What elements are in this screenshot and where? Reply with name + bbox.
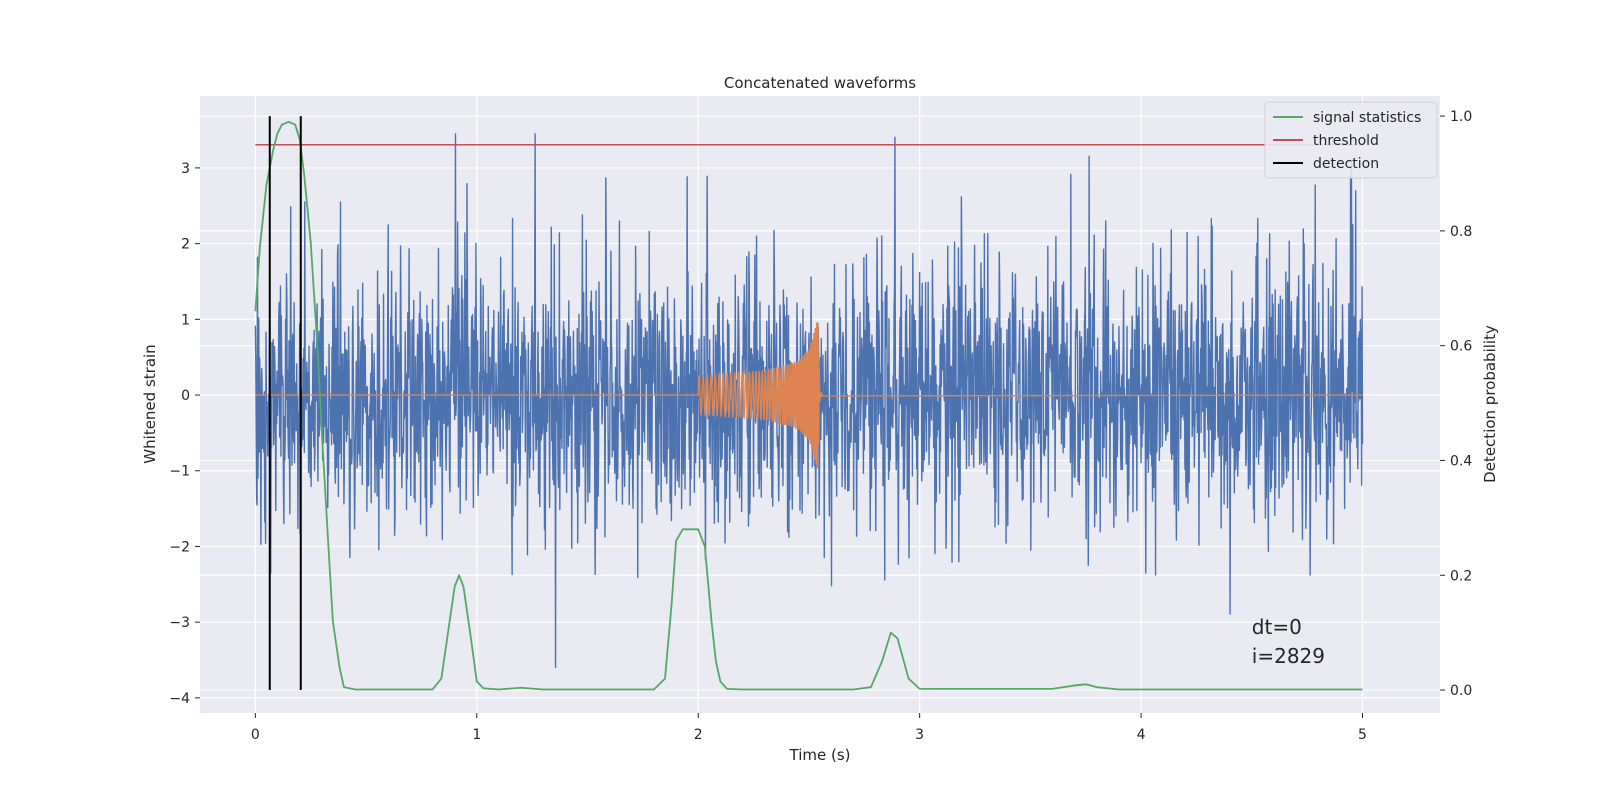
y-tick-label: −1 bbox=[169, 464, 190, 480]
x-tick-label: 4 bbox=[1137, 727, 1146, 743]
y2-tick-label: 0.2 bbox=[1450, 568, 1472, 584]
ticks: 0 1 2 3 4 5 −4 −3 −2 −1 0 1 2 3 0.0 0.2 0.4 0.6 0.8 1.0 bbox=[169, 109, 1472, 743]
y2-tick-label: 0.6 bbox=[1450, 339, 1472, 355]
x-tick-label: 5 bbox=[1358, 727, 1367, 743]
y2-tick-label: 0.0 bbox=[1450, 683, 1472, 699]
x-tick-label: 3 bbox=[915, 727, 924, 743]
annotation-i: i=2829 bbox=[1252, 644, 1325, 668]
legend-label: threshold bbox=[1313, 133, 1379, 149]
annotation-dt: dt=0 bbox=[1252, 615, 1302, 639]
chart-title: Concatenated waveforms bbox=[724, 74, 916, 92]
plot-area bbox=[254, 116, 1364, 691]
y-axis-label: Whitened strain bbox=[141, 344, 159, 463]
y2-tick-label: 0.4 bbox=[1450, 453, 1472, 469]
x-tick-label: 0 bbox=[251, 727, 260, 743]
x-tick-label: 1 bbox=[472, 727, 481, 743]
y-tick-label: −4 bbox=[169, 691, 190, 707]
signal-statistics-line bbox=[254, 120, 1363, 691]
y-tick-label: 3 bbox=[181, 161, 190, 177]
y-tick-label: 1 bbox=[181, 312, 190, 328]
x-axis-label: Time (s) bbox=[789, 746, 851, 764]
legend-label: detection bbox=[1313, 156, 1379, 172]
chirp-series-line bbox=[255, 322, 1363, 469]
y-tick-label: −3 bbox=[169, 615, 190, 631]
legend: signal statistics threshold detection bbox=[1264, 101, 1438, 179]
y-tick-label: 0 bbox=[181, 388, 190, 404]
y-tick-label: 2 bbox=[181, 237, 190, 253]
legend-label: signal statistics bbox=[1313, 110, 1421, 126]
y2-tick-label: 0.8 bbox=[1450, 224, 1472, 240]
legend-box bbox=[1264, 101, 1438, 179]
y2-tick-label: 1.0 bbox=[1450, 109, 1472, 125]
x-tick-label: 2 bbox=[694, 727, 703, 743]
y2-axis-label: Detection probability bbox=[1481, 325, 1499, 483]
noise-series-line bbox=[254, 133, 1364, 669]
y-tick-label: −2 bbox=[169, 539, 190, 555]
